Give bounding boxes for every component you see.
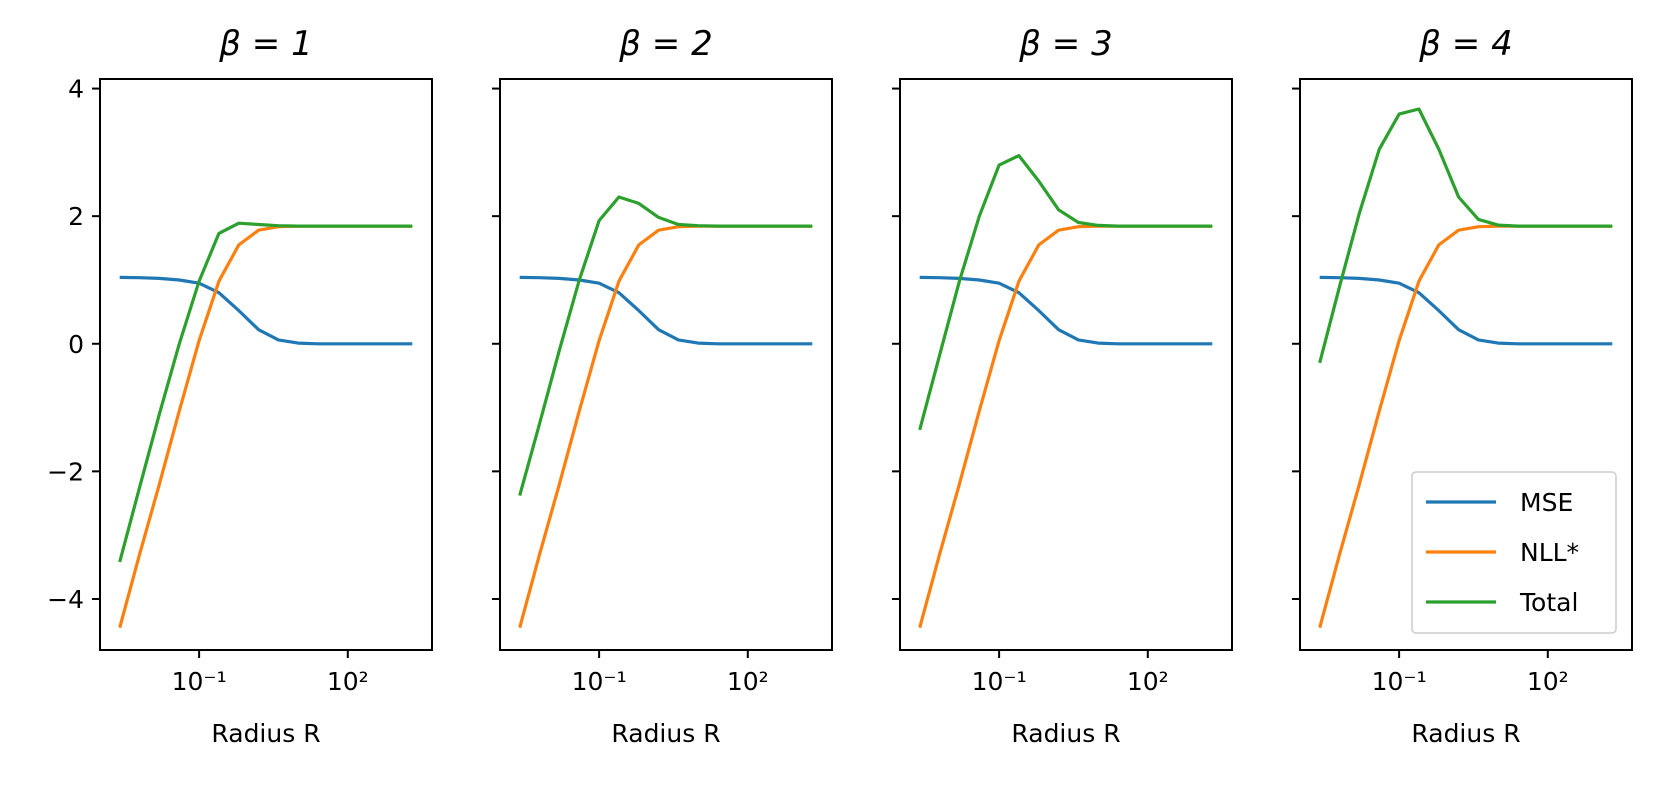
axes-frame: [499, 78, 833, 651]
legend-label: Total: [1519, 588, 1578, 617]
axes-frame: [99, 78, 433, 651]
axes-frame: [1299, 78, 1633, 651]
x-tick-label: 10⁻¹: [572, 667, 627, 696]
series-line-mse: [119, 275, 413, 346]
series-line-total: [518, 195, 813, 497]
x-axis-label: Radius R: [1411, 719, 1520, 748]
series-line-nll: [918, 224, 1213, 629]
series-line-total: [1318, 107, 1613, 364]
x-axis-label: Radius R: [1011, 719, 1120, 748]
subplot-title: β = 3: [1018, 24, 1112, 64]
legend-label: MSE: [1520, 488, 1573, 517]
axes-frame: [899, 78, 1233, 651]
series-line-total: [118, 221, 413, 563]
legend: MSE NLL* Total: [1411, 471, 1617, 634]
x-tick-label: 10⁻¹: [1372, 667, 1427, 696]
x-tick-label: 10⁻¹: [172, 667, 227, 696]
series-line-mse: [919, 275, 1213, 346]
subplot-title: β = 4: [1418, 24, 1512, 64]
legend-box: [1411, 471, 1617, 634]
x-tick-label: 10²: [1127, 667, 1169, 696]
x-tick-label: 10⁻¹: [972, 667, 1027, 696]
y-tick-label: 0: [68, 330, 84, 359]
series-line-mse: [1319, 275, 1613, 346]
x-tick-label: 10²: [327, 667, 369, 696]
x-axis-label: Radius R: [611, 719, 720, 748]
y-tick-label: −4: [47, 585, 84, 614]
series-line-mse: [519, 275, 813, 346]
x-axis-label: Radius R: [211, 719, 320, 748]
series-line-nll: [118, 224, 413, 629]
x-tick-label: 10²: [727, 667, 769, 696]
y-tick-label: 2: [68, 202, 84, 231]
y-tick-label: −2: [47, 457, 84, 486]
x-tick-label: 10²: [1527, 667, 1569, 696]
series-line-total: [918, 154, 1213, 431]
subplot-title: β = 1: [218, 24, 312, 64]
legend-label: NLL*: [1520, 538, 1579, 567]
subplot-title: β = 2: [618, 24, 712, 64]
series-line-nll: [518, 224, 813, 629]
y-tick-label: 4: [68, 75, 84, 104]
